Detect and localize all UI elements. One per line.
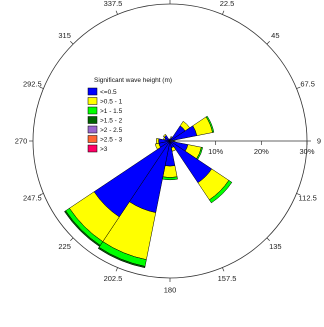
direction-label: 315: [58, 31, 71, 40]
direction-tick: [266, 41, 270, 45]
direction-label: 135: [269, 242, 282, 251]
rose-bar-segment: [154, 142, 161, 150]
direction-tick: [39, 193, 44, 196]
rose-bar-segment: [208, 179, 233, 204]
legend-swatch: [87, 135, 98, 143]
legend-swatch: [87, 106, 98, 115]
legend-swatch: [87, 144, 98, 153]
legend-title: Significant wave height (m): [94, 77, 172, 84]
direction-tick: [222, 267, 225, 272]
direction-label: 22.5: [220, 0, 235, 8]
rose-bar-segment: [205, 115, 215, 133]
direction-label: 157.5: [218, 274, 237, 283]
direction-tick: [266, 237, 270, 241]
legend-label: >2.5 - 3: [100, 137, 123, 144]
direction-label: 9: [317, 137, 321, 146]
direction-labels: 022.54567.59112.5135157.5180202.5225247.…: [15, 0, 321, 295]
legend-swatch: [87, 97, 98, 105]
legend-swatch: [87, 125, 98, 134]
legend-swatch: [87, 87, 98, 96]
legend-label: >3: [100, 146, 108, 153]
direction-label: 112.5: [299, 194, 317, 203]
direction-tick: [70, 41, 74, 45]
legend-label: >0.5 - 1: [100, 99, 123, 106]
rose-bar-segment: [162, 165, 178, 178]
rose-bar-segment: [168, 138, 171, 142]
legend-label: >1.5 - 2: [100, 118, 123, 125]
direction-label: 337.5: [104, 0, 123, 8]
ring-label: 10%: [208, 147, 223, 156]
ring-label: 20%: [254, 147, 269, 156]
legend-label: >2 - 2.5: [100, 127, 123, 134]
direction-tick: [39, 86, 44, 89]
ring-labels: 10% 20% 30%: [208, 147, 315, 156]
direction-label: 270: [15, 137, 28, 146]
direction-tick: [70, 237, 74, 241]
rose-bar-segment: [97, 246, 146, 269]
rose-bar-segment: [64, 210, 101, 247]
legend: Significant wave height (m) <=0.5 >0.5 - …: [87, 77, 172, 153]
direction-label: 202.5: [104, 274, 123, 283]
direction-label: 180: [164, 286, 177, 295]
direction-tick: [115, 267, 118, 272]
direction-label: 225: [58, 242, 71, 251]
legend-label: >1 - 1.5: [100, 108, 123, 115]
direction-label: 292.5: [23, 79, 42, 88]
direction-tick: [115, 10, 118, 15]
polar-axes: [170, 140, 308, 145]
direction-label: 45: [271, 31, 279, 40]
direction-label: 247.5: [23, 194, 42, 203]
legend-swatch: [87, 116, 98, 124]
rose-bars: [64, 115, 233, 269]
rose-bar-segment: [156, 138, 160, 144]
legend-label: <=0.5: [100, 89, 117, 96]
ring-label: 30%: [299, 147, 314, 156]
direction-tick: [296, 86, 301, 89]
rose-bar-segment: [162, 133, 167, 138]
direction-tick: [296, 193, 301, 196]
direction-tick: [222, 10, 225, 15]
direction-label: 67.5: [300, 79, 315, 88]
